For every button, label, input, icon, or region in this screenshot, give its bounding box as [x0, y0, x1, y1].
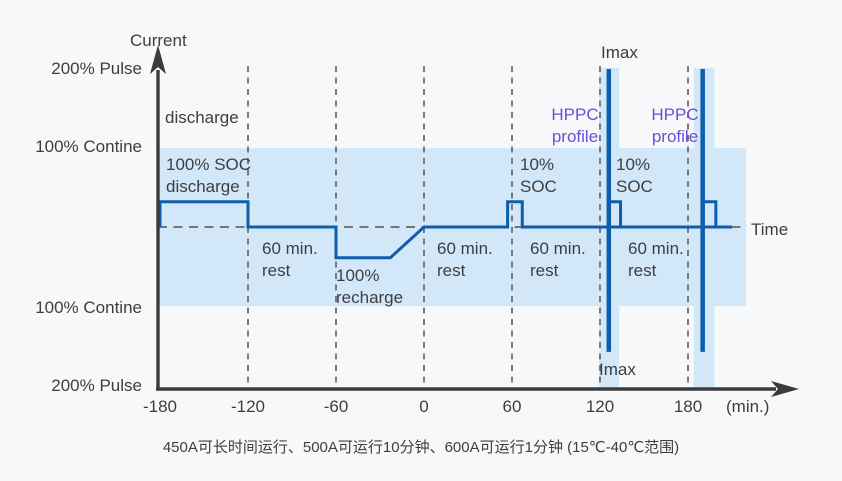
annotation-10soc-2: 10% SOC: [616, 155, 653, 196]
annotation-imax-bottom: Imax: [599, 360, 636, 379]
x-tick-label: -60: [323, 397, 349, 416]
annotation-100-recharge: 100% recharge: [336, 266, 404, 307]
y-axis-arrow-icon: [150, 45, 166, 74]
soc-pulse-line-2: [702, 200, 718, 227]
annotation-hppc-profile-2: HPPC profile: [651, 105, 699, 146]
annotation-rest-3: 60 min. rest: [530, 239, 586, 280]
soc-pulse-line-1: [608, 200, 623, 227]
figure-caption: 450A可长时间运行、500A可运行10分钟、600A可运行1分钟 (15℃-4…: [162, 439, 680, 456]
annotation-100soc-discharge: 100% SOC discharge: [166, 155, 252, 196]
y-label-100-contine-bottom: 100% Contine: [35, 298, 142, 317]
y-label-100-contine-top: 100% Contine: [35, 137, 142, 156]
annotation-hppc-profile-1: HPPC profile: [551, 105, 599, 146]
x-tick-label: 180: [673, 397, 703, 416]
current-waveform-line: [158, 200, 732, 260]
x-tick-label: 0: [419, 397, 429, 416]
x-tick-label: -120: [230, 397, 266, 416]
x-axis-arrow-icon: [771, 381, 799, 397]
annotation-discharge: discharge: [165, 108, 239, 127]
y-label-200-pulse-bottom: 200% Pulse: [51, 376, 142, 395]
x-tick-label: -180: [142, 397, 178, 416]
y-axis-title: Current: [130, 31, 187, 50]
y-label-200-pulse-top: 200% Pulse: [51, 59, 142, 78]
annotation-imax-top: Imax: [601, 43, 638, 62]
annotation-rest-1: 60 min. rest: [262, 239, 318, 280]
annotation-rest-4: 60 min. rest: [628, 239, 684, 280]
annotation-10soc-1: 10% SOC: [520, 155, 557, 196]
x-tick-label: 120: [585, 397, 615, 416]
annotation-rest-2: 60 min. rest: [437, 239, 493, 280]
x-tick-label: 60: [502, 397, 522, 416]
x-axis-time-label: Time: [751, 220, 789, 239]
x-axis-unit-label: (min.): [726, 397, 770, 416]
